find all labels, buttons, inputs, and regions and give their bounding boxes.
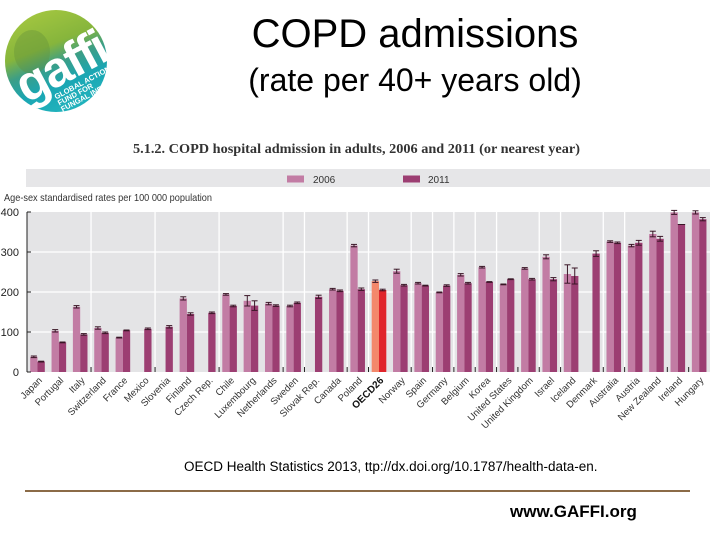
y-tick-label: 300 bbox=[1, 247, 19, 259]
bar-2006-chile bbox=[222, 294, 230, 372]
bar-2006-korea bbox=[478, 267, 486, 372]
bar-2011-ireland bbox=[677, 224, 686, 372]
bar-2011-australia bbox=[613, 242, 622, 372]
bar-2006-norway bbox=[393, 271, 401, 372]
bar-2011-austria bbox=[635, 242, 643, 372]
bar-2011-spain bbox=[421, 285, 429, 372]
gaffi-logo: gaffi GLOBAL ACTION FUND FOR FUNGAL INFE… bbox=[5, 10, 110, 114]
bar-2011-slovenia bbox=[165, 326, 173, 372]
bar-2011-sweden bbox=[293, 302, 301, 372]
bar-2006-israel bbox=[542, 256, 550, 372]
bar-2011-iceland bbox=[571, 276, 579, 372]
bar-2011-luxembourg bbox=[250, 305, 259, 372]
chart-title: 5.1.2. COPD hospital admission in adults… bbox=[133, 142, 580, 157]
source-citation: OECD Health Statistics 2013, ttp://dx.do… bbox=[184, 459, 598, 474]
bar-2006-poland bbox=[350, 245, 358, 372]
bar-2011-japan bbox=[37, 361, 45, 372]
bar-2011-slovak-rep bbox=[314, 296, 323, 372]
copd-bar-chart: 5.1.2. COPD hospital admission in adults… bbox=[1, 142, 710, 431]
legend-label-2011: 2011 bbox=[428, 175, 450, 186]
logo-circle bbox=[5, 10, 107, 112]
bar-2006-switzerland bbox=[94, 328, 102, 372]
bar-2006-canada bbox=[329, 289, 337, 372]
bar-2011-france bbox=[122, 330, 131, 372]
bar-2011-denmark bbox=[592, 253, 600, 372]
bar-2006-japan bbox=[30, 356, 38, 372]
bar-2006-sweden bbox=[286, 306, 294, 372]
logo-shade bbox=[14, 30, 50, 74]
bar-2006-new-zealand bbox=[649, 234, 657, 372]
bar-2011-israel bbox=[549, 279, 558, 372]
bar-2006-belgium bbox=[457, 274, 465, 372]
website-link[interactable]: www.GAFFI.org bbox=[510, 502, 637, 521]
bar-2011-italy bbox=[80, 334, 88, 372]
axes bbox=[26, 211, 690, 373]
bar-2011-hungary bbox=[699, 219, 707, 372]
bar-2011-belgium bbox=[464, 283, 472, 372]
bar-2006-netherlands bbox=[264, 303, 273, 372]
bar-2011-czech-rep bbox=[208, 312, 216, 372]
bar-2006-germany bbox=[435, 292, 444, 372]
bar-2011-switzerland bbox=[101, 332, 109, 372]
y-tick-label: 200 bbox=[1, 287, 19, 299]
bar-2011-finland bbox=[186, 314, 195, 372]
bar-2006-hungary bbox=[691, 212, 700, 372]
legend-swatch-2011 bbox=[403, 175, 420, 183]
bar-2011-oecd26 bbox=[379, 290, 387, 372]
bar-2011-norway bbox=[400, 285, 408, 372]
bar-2006-iceland bbox=[563, 274, 572, 372]
bar-2011-poland bbox=[357, 289, 365, 372]
bar-2006-oecd26 bbox=[371, 281, 379, 372]
bar-2006-portugal bbox=[51, 330, 59, 372]
bar-2006-luxembourg bbox=[243, 300, 251, 372]
bar-2011-portugal bbox=[58, 342, 67, 372]
bar-2011-korea bbox=[485, 282, 494, 372]
bar-2011-germany bbox=[443, 285, 451, 372]
y-tick-label: 400 bbox=[1, 207, 19, 219]
bar-2006-united-states bbox=[499, 284, 508, 372]
y-tick-label: 0 bbox=[13, 367, 19, 379]
bar-2006-australia bbox=[606, 241, 614, 372]
bar-2011-united-states bbox=[507, 279, 515, 372]
y-tick-label: 100 bbox=[1, 327, 19, 339]
bar-2011-new-zealand bbox=[656, 238, 664, 372]
page-title: COPD admissions bbox=[251, 12, 579, 56]
bar-2006-spain bbox=[414, 283, 422, 372]
bar-2011-chile bbox=[229, 306, 237, 372]
bar-2006-finland bbox=[179, 298, 187, 372]
legend-band bbox=[26, 169, 710, 187]
legend-swatch-2006 bbox=[287, 175, 304, 183]
bar-2011-mexico bbox=[144, 328, 152, 372]
bar-2011-canada bbox=[336, 290, 344, 372]
bar-2006-ireland bbox=[670, 212, 678, 372]
bar-2006-united-kingdom bbox=[521, 268, 529, 372]
bar-2006-france bbox=[115, 337, 123, 372]
footer-divider bbox=[25, 490, 690, 492]
bar-2006-italy bbox=[72, 306, 81, 372]
legend-label-2006: 2006 bbox=[313, 175, 336, 186]
bars bbox=[30, 209, 707, 372]
y-axis-label: Age-sex standardised rates per 100 000 p… bbox=[4, 192, 212, 204]
bar-2011-netherlands bbox=[272, 305, 280, 372]
page-subtitle: (rate per 40+ years old) bbox=[248, 62, 582, 98]
bar-2011-united-kingdom bbox=[528, 279, 536, 372]
bar-2006-austria bbox=[627, 245, 636, 372]
